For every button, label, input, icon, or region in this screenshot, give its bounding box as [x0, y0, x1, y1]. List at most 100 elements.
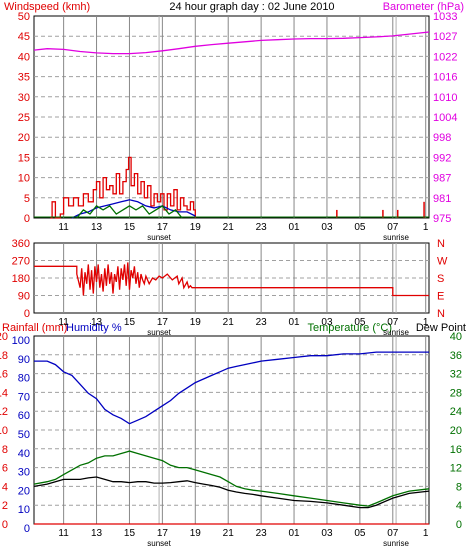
- rain-y-tick-9: 18: [0, 350, 8, 362]
- temp-y-tick-7: 12: [450, 463, 462, 475]
- panel-0-x-tick-11: 1: [423, 222, 429, 233]
- panel-2-x-tick-11: 1: [423, 528, 429, 539]
- baro-y-tick-10: 975: [433, 213, 451, 225]
- series-wind-gust: [76, 205, 183, 219]
- rain-y-tick-5: 10: [0, 425, 8, 437]
- wind-y-tick-1: 45: [18, 31, 30, 43]
- dir-compass-tick-3: E: [437, 291, 444, 303]
- panel-1-x-tick-7: 01: [288, 317, 300, 328]
- panel-0-marker-label-1: sunrise: [383, 233, 409, 242]
- panel-0-x-tick-4: 19: [190, 222, 202, 233]
- rain-y-tick-8: 16: [0, 369, 8, 381]
- panel-1-x-tick-11: 1: [423, 317, 429, 328]
- hum-y-tick-1: 90: [18, 354, 30, 366]
- series-wind-speed: [50, 156, 196, 219]
- wind-y-tick-9: 5: [24, 193, 30, 205]
- temp-y-tick-9: 4: [456, 500, 462, 512]
- panel-2-marker-label-0: sunset: [147, 539, 171, 548]
- wind-y-tick-10: 0: [24, 213, 30, 225]
- hum-y-tick-10: 0: [24, 523, 30, 535]
- humidity-axis-label: Humidity %: [66, 322, 122, 334]
- dir-y-tick-1: 270: [12, 256, 30, 268]
- windspeed-axis-label: Windspeed (kmh): [4, 1, 90, 13]
- dir-compass-tick-4: N: [437, 308, 445, 320]
- rain-y-tick-3: 6: [2, 463, 8, 475]
- baro-y-tick-9: 981: [433, 193, 451, 205]
- dir-compass-tick-2: S: [437, 273, 444, 285]
- hum-y-tick-6: 40: [18, 448, 30, 460]
- wind-y-tick-8: 10: [18, 173, 30, 185]
- panel-2-x-tick-3: 17: [157, 528, 169, 539]
- dir-compass-tick-1: W: [437, 256, 448, 268]
- temp-y-tick-5: 20: [450, 425, 462, 437]
- panel-0-x-tick-2: 15: [124, 222, 136, 233]
- hum-y-tick-8: 20: [18, 485, 30, 497]
- wind-y-tick-3: 35: [18, 72, 30, 84]
- series-humidity: [34, 351, 429, 425]
- hum-y-tick-2: 80: [18, 373, 30, 385]
- panel-1-x-tick-0: 11: [58, 317, 69, 328]
- panel-2-x-tick-6: 23: [256, 528, 268, 539]
- baro-y-tick-6: 998: [433, 132, 451, 144]
- panel-2-x-tick-0: 11: [58, 528, 69, 539]
- panel-2-x-tick-8: 03: [321, 528, 333, 539]
- rainfall-axis-label: Rainfall (mm): [2, 322, 67, 334]
- panel-1-x-tick-5: 21: [223, 317, 235, 328]
- panel-2-x-tick-2: 15: [124, 528, 136, 539]
- temp-y-tick-10: 0: [456, 519, 462, 531]
- panel-1-x-tick-3: 17: [157, 317, 169, 328]
- hum-y-tick-3: 70: [18, 391, 30, 403]
- hum-y-tick-9: 10: [18, 504, 30, 516]
- panel-0-marker-label-0: sunset: [147, 233, 171, 242]
- hum-y-tick-0: 100: [12, 335, 30, 347]
- panel-2-x-tick-10: 07: [387, 528, 399, 539]
- panel-0-x-tick-5: 21: [223, 222, 235, 233]
- dir-y-tick-3: 90: [18, 291, 30, 303]
- panel-1-marker-label-1: sunrise: [383, 328, 409, 337]
- panel-0-x-tick-10: 07: [387, 222, 399, 233]
- rain-y-tick-2: 4: [2, 481, 8, 493]
- rain-y-tick-4: 8: [2, 444, 8, 456]
- barometer-axis-label: Barometer (hPa): [383, 1, 464, 13]
- panel-0-x-tick-7: 01: [288, 222, 300, 233]
- rain-y-tick-1: 2: [2, 500, 8, 512]
- wind-y-tick-2: 40: [18, 51, 30, 63]
- panel-0-x-tick-3: 17: [157, 222, 169, 233]
- chart-title: 24 hour graph day : 02 June 2010: [169, 1, 334, 13]
- dir-y-tick-2: 180: [12, 273, 30, 285]
- series-dew-point: [33, 476, 430, 509]
- temp-y-tick-2: 32: [450, 369, 462, 381]
- panel-2-x-tick-1: 13: [91, 528, 103, 539]
- temp-y-tick-4: 24: [450, 406, 462, 418]
- baro-y-tick-2: 1022: [433, 51, 457, 63]
- panel-2-x-tick-7: 01: [288, 528, 300, 539]
- hum-y-tick-5: 50: [18, 429, 30, 441]
- panel-1-x-tick-2: 15: [124, 317, 136, 328]
- temperature-axis-label: Temperature (°C): [308, 322, 392, 334]
- series-temperature: [33, 450, 430, 507]
- panel-2-x-tick-4: 19: [190, 528, 202, 539]
- dewpoint-axis-label: Dew Point: [416, 322, 466, 334]
- panel-1-x-tick-9: 05: [354, 317, 366, 328]
- panel-0-x-tick-9: 05: [354, 222, 366, 233]
- dir-y-tick-0: 360: [12, 238, 30, 250]
- wind-y-tick-6: 20: [18, 132, 30, 144]
- panel-1-x-tick-6: 23: [256, 317, 268, 328]
- wind-y-tick-4: 30: [18, 92, 30, 104]
- series-wind-direction: [34, 262, 429, 297]
- panel-2-x-tick-5: 21: [223, 528, 235, 539]
- rain-y-tick-7: 14: [0, 387, 8, 399]
- wind-y-tick-5: 25: [18, 112, 30, 124]
- baro-y-tick-3: 1016: [433, 72, 457, 84]
- temp-y-tick-8: 8: [456, 481, 462, 493]
- hum-y-tick-4: 60: [18, 410, 30, 422]
- panel-1-x-tick-4: 19: [190, 317, 202, 328]
- panel-1-x-tick-10: 07: [387, 317, 399, 328]
- baro-y-tick-8: 987: [433, 173, 451, 185]
- panel-0-x-tick-1: 13: [91, 222, 103, 233]
- panel-0-x-tick-0: 11: [58, 222, 69, 233]
- baro-y-tick-1: 1027: [433, 31, 457, 43]
- baro-y-tick-7: 992: [433, 152, 451, 164]
- dir-y-tick-4: 0: [24, 308, 30, 320]
